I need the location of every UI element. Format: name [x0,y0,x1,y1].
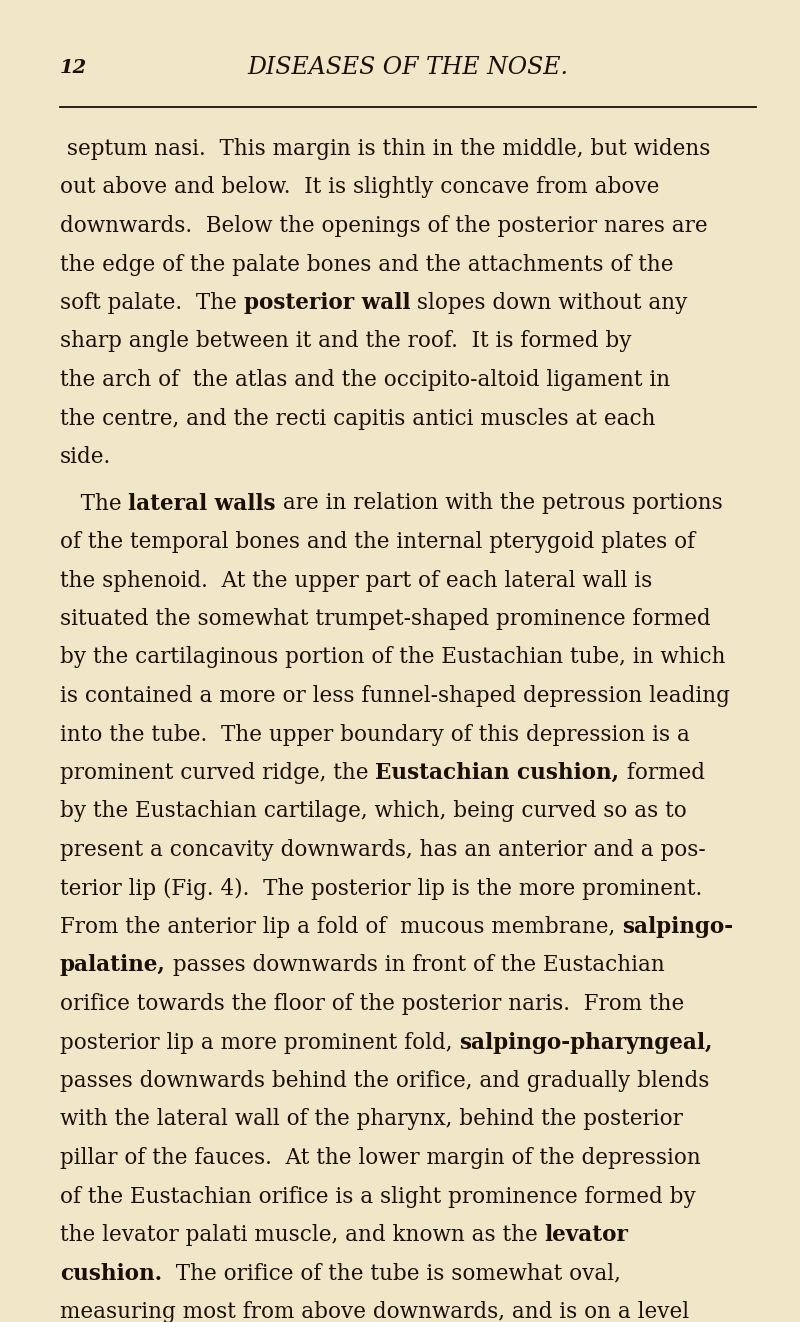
Text: Eustachian cushion,: Eustachian cushion, [375,761,619,784]
Text: are in relation with the petrous portions: are in relation with the petrous portion… [276,493,722,514]
Text: 12: 12 [60,59,87,77]
Text: situated the somewhat trumpet-shaped prominence formed: situated the somewhat trumpet-shaped pro… [60,608,710,631]
Text: The orifice of the tube is somewhat oval,: The orifice of the tube is somewhat oval… [162,1263,621,1285]
Text: by the Eustachian cartilage, which, being curved so as to: by the Eustachian cartilage, which, bein… [60,801,686,822]
Text: salpingo-: salpingo- [622,916,734,939]
Text: of the temporal bones and the internal pterygoid plates of: of the temporal bones and the internal p… [60,531,695,553]
Text: pillar of the fauces.  At the lower margin of the depression: pillar of the fauces. At the lower margi… [60,1147,701,1169]
Text: DISEASES OF THE NOSE.: DISEASES OF THE NOSE. [247,57,569,79]
Text: present a concavity downwards, has an anterior and a pos-: present a concavity downwards, has an an… [60,839,706,861]
Text: orifice towards the floor of the posterior naris.  From the: orifice towards the floor of the posteri… [60,993,684,1015]
Text: The: The [60,493,129,514]
Text: the arch of  the atlas and the occipito-altoid ligament in: the arch of the atlas and the occipito-a… [60,369,670,391]
Text: cushion.: cushion. [60,1263,162,1285]
Text: passes downwards behind the orifice, and gradually blends: passes downwards behind the orifice, and… [60,1069,710,1092]
Text: out above and below.  It is slightly concave from above: out above and below. It is slightly conc… [60,177,659,198]
Text: measuring most from above downwards, and is on a level: measuring most from above downwards, and… [60,1301,689,1322]
Text: side.: side. [60,446,111,468]
Text: soft palate.  The: soft palate. The [60,292,244,315]
Text: passes downwards in front of the Eustachian: passes downwards in front of the Eustach… [166,954,665,977]
Text: palatine,: palatine, [60,954,166,977]
Text: by the cartilaginous portion of the Eustachian tube, in which: by the cartilaginous portion of the Eust… [60,646,726,669]
Text: septum nasi.  This margin is thin in the middle, but widens: septum nasi. This margin is thin in the … [60,137,710,160]
Text: of the Eustachian orifice is a slight prominence formed by: of the Eustachian orifice is a slight pr… [60,1186,696,1207]
Text: lateral walls: lateral walls [129,493,276,514]
Text: the sphenoid.  At the upper part of each lateral wall is: the sphenoid. At the upper part of each … [60,570,652,591]
Text: the centre, and the recti capitis antici muscles at each: the centre, and the recti capitis antici… [60,407,655,430]
Text: into the tube.  The upper boundary of this depression is a: into the tube. The upper boundary of thi… [60,723,690,746]
Text: terior lip (Fig. 4).  The posterior lip is the more prominent.: terior lip (Fig. 4). The posterior lip i… [60,878,702,899]
Text: the levator palati muscle, and known as the: the levator palati muscle, and known as … [60,1224,545,1247]
Text: prominent curved ridge, the: prominent curved ridge, the [60,761,375,784]
Text: with the lateral wall of the pharynx, behind the posterior: with the lateral wall of the pharynx, be… [60,1109,683,1130]
Text: From the anterior lip a fold of  mucous membrane,: From the anterior lip a fold of mucous m… [60,916,622,939]
Text: posterior lip a more prominent fold,: posterior lip a more prominent fold, [60,1031,459,1054]
Text: slopes down without any: slopes down without any [410,292,688,315]
Text: posterior wall: posterior wall [244,292,410,315]
Text: salpingo-pharyngeal,: salpingo-pharyngeal, [459,1031,713,1054]
Text: levator: levator [545,1224,629,1247]
Text: the edge of the palate bones and the attachments of the: the edge of the palate bones and the att… [60,254,674,275]
Text: formed: formed [619,761,705,784]
Text: is contained a more or less funnel-shaped depression leading: is contained a more or less funnel-shape… [60,685,730,707]
Text: sharp angle between it and the roof.  It is formed by: sharp angle between it and the roof. It … [60,330,631,353]
Text: downwards.  Below the openings of the posterior nares are: downwards. Below the openings of the pos… [60,215,708,237]
